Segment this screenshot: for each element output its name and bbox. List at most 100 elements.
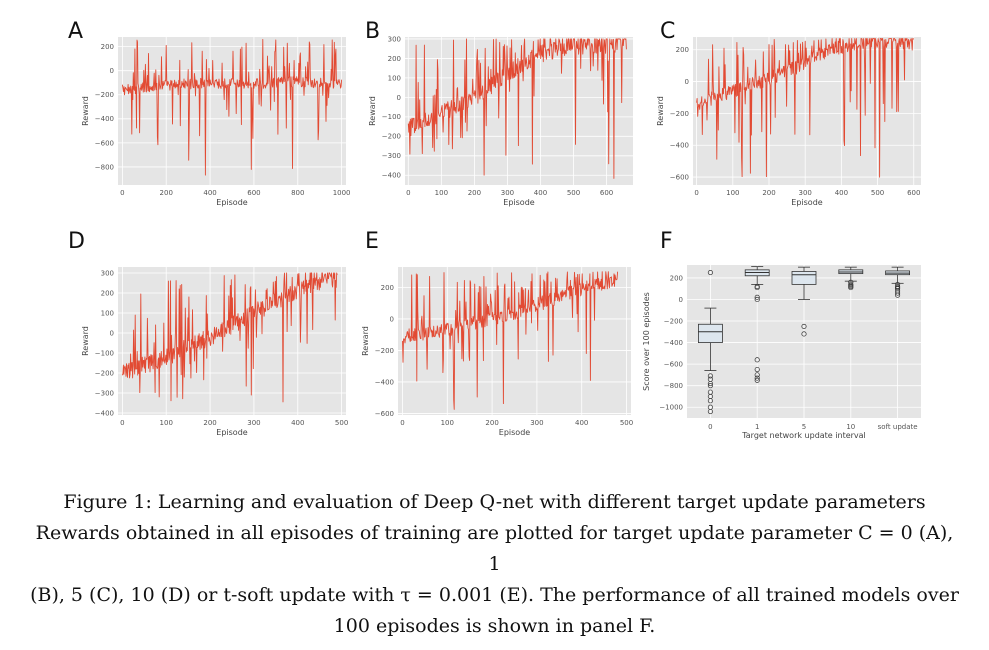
x-axis-label: Episode	[499, 428, 530, 437]
outlier-point	[754, 283, 760, 290]
box-0	[698, 269, 723, 415]
x-tick-label: 400	[575, 419, 588, 427]
y-tick-label: 200	[381, 284, 394, 292]
y-tick-label: −400	[95, 115, 114, 123]
reward-line	[121, 39, 343, 176]
y-tick-label: −600	[95, 139, 114, 147]
caption-line-2: Rewards obtained in all episodes of trai…	[35, 522, 954, 575]
outlier-point	[848, 282, 854, 289]
x-tick-label: 5	[802, 423, 806, 431]
caption-line-3: (B), 5 (C), 10 (D) or t-soft update with…	[30, 584, 959, 606]
y-axis-label: Score over 100 episodes	[642, 292, 651, 391]
y-tick-label: −200	[664, 317, 683, 325]
x-tick-label: 400	[835, 189, 848, 197]
x-tick-label: 500	[335, 419, 348, 427]
outlier-point	[707, 380, 713, 387]
outlier-point	[848, 285, 854, 291]
y-tick-label: 300	[388, 35, 401, 43]
outlier-point	[707, 398, 713, 404]
x-tick-label: 0	[120, 189, 124, 197]
x-tick-label: 300	[501, 189, 514, 197]
x-tick-label: 800	[291, 189, 304, 197]
reward-line	[696, 38, 915, 178]
x-tick-label: 100	[160, 419, 173, 427]
x-tick-label: 200	[485, 419, 498, 427]
y-axis-label: Reward	[656, 96, 665, 126]
y-tick-label: −300	[382, 152, 401, 160]
panel-letter: C	[660, 19, 675, 44]
outlier-point	[801, 331, 807, 337]
reward-line	[121, 272, 338, 403]
x-tick-label: 100	[435, 189, 448, 197]
outlier-point	[895, 292, 901, 298]
x-tick-label: 100	[726, 189, 739, 197]
panel-letter: F	[660, 229, 673, 254]
y-tick-label: 0	[110, 67, 114, 75]
y-tick-label: −200	[382, 133, 401, 141]
x-tick-label: 1	[755, 423, 759, 431]
y-tick-label: 300	[101, 269, 114, 277]
panel-letter: D	[68, 229, 85, 254]
x-tick-label: 500	[567, 189, 580, 197]
y-tick-label: −200	[95, 91, 114, 99]
figure-caption: Figure 1: Learning and evaluation of Dee…	[30, 487, 959, 642]
outlier-point	[707, 383, 713, 389]
y-tick-label: −300	[95, 389, 114, 397]
x-tick-label: 0	[400, 419, 404, 427]
x-tick-label: 200	[468, 189, 481, 197]
panel-a: A −800 −600 −400 −200 0 200 0 200 400 600 800 1000 Ep…	[68, 19, 351, 207]
outlier-point	[754, 294, 760, 300]
outlier-point	[707, 408, 713, 415]
caption-line-4: 100 episodes is shown in panel F.	[333, 615, 656, 637]
y-tick-label: 100	[101, 309, 114, 317]
x-tick-label: 200	[203, 419, 216, 427]
y-tick-label: −600	[670, 173, 689, 181]
y-tick-label: −600	[664, 361, 683, 369]
outlier-point	[801, 323, 807, 329]
reward-line	[402, 271, 619, 410]
box-10	[838, 266, 864, 291]
caption-line-1: Figure 1: Learning and evaluation of Dee…	[63, 491, 926, 513]
outlier-point	[754, 375, 760, 381]
x-tick-label: 200	[762, 189, 775, 197]
x-tick-label: 300	[799, 189, 812, 197]
x-axis-label: Episode	[503, 198, 534, 207]
y-tick-label: −800	[664, 382, 683, 390]
x-tick-label: 10	[846, 423, 855, 431]
x-tick-label: 300	[530, 419, 543, 427]
x-tick-label: 400	[534, 189, 547, 197]
y-tick-label: −200	[375, 347, 394, 355]
y-tick-label: 200	[670, 274, 683, 282]
box-soft-update	[885, 266, 910, 298]
outlier-point	[754, 357, 760, 363]
reward-line	[407, 38, 627, 179]
y-tick-label: −400	[375, 378, 394, 386]
y-tick-label: 200	[388, 55, 401, 63]
y-tick-label: −400	[95, 409, 114, 417]
y-tick-label: 100	[388, 74, 401, 82]
y-axis-label: Reward	[368, 96, 377, 126]
y-axis-label: Reward	[361, 326, 370, 356]
x-tick-label: 0	[708, 423, 712, 431]
panel-d: D −400 −300 −200 −100 0 100 200 300 0 100 200 300 400…	[68, 229, 348, 437]
y-tick-label: −400	[670, 142, 689, 150]
x-tick-label: 0	[406, 189, 410, 197]
outlier-point	[754, 372, 760, 378]
box-body	[791, 271, 817, 285]
x-axis-label: Episode	[791, 198, 822, 207]
x-tick-label: soft update	[878, 423, 918, 431]
panel-e: E −600 −400 −200 0 200 0 100 200 300 400 500 Episode…	[361, 229, 633, 437]
x-tick-label: 500	[871, 189, 884, 197]
x-tick-label: 300	[247, 419, 260, 427]
panel-b: B −400 −300 −200 −100 0 100 200 300 0 100 200 300 400…	[365, 19, 633, 207]
x-tick-label: 0	[694, 189, 698, 197]
y-tick-label: −200	[95, 369, 114, 377]
x-tick-label: 400	[291, 419, 304, 427]
x-tick-label: 200	[160, 189, 173, 197]
y-tick-label: 200	[676, 46, 689, 54]
y-tick-label: −100	[95, 349, 114, 357]
y-tick-label: 0	[397, 94, 401, 102]
x-tick-label: 600	[907, 189, 920, 197]
y-tick-label: 200	[101, 289, 114, 297]
